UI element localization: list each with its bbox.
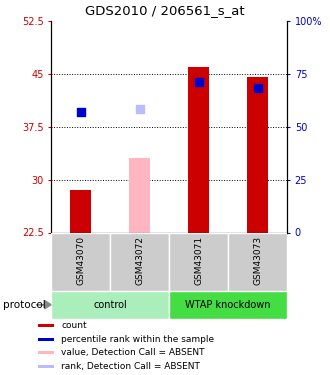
Bar — [38, 351, 54, 354]
Bar — [129, 158, 150, 232]
Text: rank, Detection Call = ABSENT: rank, Detection Call = ABSENT — [61, 362, 200, 371]
Bar — [38, 324, 54, 327]
Bar — [70, 190, 91, 232]
FancyArrow shape — [36, 301, 51, 309]
Bar — [169, 291, 287, 319]
Bar — [38, 365, 54, 368]
Point — [78, 110, 83, 116]
Bar — [169, 232, 228, 291]
Point — [196, 79, 201, 85]
Text: GSM43072: GSM43072 — [135, 236, 144, 285]
Bar — [247, 77, 268, 232]
Point — [255, 85, 260, 91]
Text: GSM43070: GSM43070 — [76, 236, 85, 285]
Text: GSM43071: GSM43071 — [194, 236, 203, 285]
Text: control: control — [93, 300, 127, 310]
Bar — [51, 291, 169, 319]
Text: value, Detection Call = ABSENT: value, Detection Call = ABSENT — [61, 348, 205, 357]
Text: GSM43073: GSM43073 — [253, 236, 262, 285]
Bar — [110, 232, 169, 291]
Text: WTAP knockdown: WTAP knockdown — [185, 300, 271, 310]
Bar — [38, 338, 54, 340]
Bar — [228, 232, 287, 291]
Point — [137, 106, 142, 112]
Bar — [51, 232, 110, 291]
Text: percentile rank within the sample: percentile rank within the sample — [61, 334, 214, 344]
Bar — [188, 66, 209, 232]
Text: protocol: protocol — [3, 300, 46, 310]
Text: count: count — [61, 321, 87, 330]
Text: GDS2010 / 206561_s_at: GDS2010 / 206561_s_at — [85, 4, 245, 17]
